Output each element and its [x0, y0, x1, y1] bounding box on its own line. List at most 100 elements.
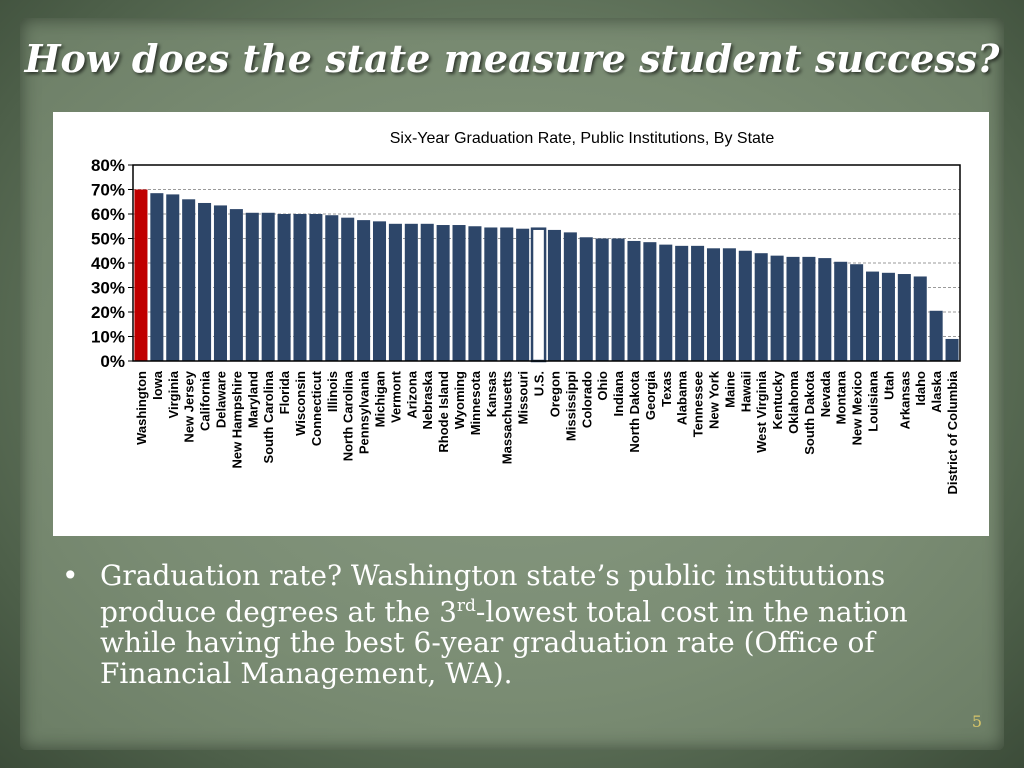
bullet-text-part1: Graduation rate? Washington state’s publ… [100, 559, 886, 629]
x-tick-label: Maryland [245, 371, 260, 428]
bar-new-jersey [182, 199, 196, 361]
page-number: 5 [971, 712, 982, 731]
x-tick-label: Arizona [404, 370, 419, 418]
x-tick-label: Connecticut [309, 370, 324, 446]
bar-ohio [595, 238, 609, 361]
x-tick-label: Indiana [611, 370, 626, 416]
x-tick-label: Utah [881, 371, 896, 400]
bullet-list: • Graduation rate? Washington state’s pu… [62, 560, 982, 689]
x-tick-label: District of Columbia [945, 370, 960, 494]
x-tick-label: U.S. [532, 371, 547, 396]
bullet-marker: • [62, 559, 79, 592]
bar-wisconsin [293, 214, 307, 361]
x-tick-label: Vermont [388, 370, 403, 423]
y-tick-label: 50% [91, 230, 125, 249]
bar-south-carolina [261, 212, 275, 361]
x-tick-label: Washington [134, 371, 149, 445]
bar-arkansas [897, 274, 911, 361]
y-tick-label: 60% [91, 205, 125, 224]
bar-north-dakota [627, 240, 641, 361]
x-tick-label: Wisconsin [293, 371, 308, 436]
chart-panel: Six-Year Graduation Rate, Public Institu… [53, 112, 989, 536]
x-tick-label: Minnesota [468, 370, 483, 435]
x-tick-label: Alaska [929, 370, 944, 413]
y-tick-label: 20% [91, 303, 125, 322]
x-tick-label: Colorado [579, 371, 594, 428]
bullet-text-part2: -lowest total cost in the nation while h… [100, 595, 908, 691]
bar-illinois [325, 215, 339, 361]
bar-louisiana [866, 271, 880, 361]
x-tick-label: North Carolina [341, 370, 356, 461]
chart-bars [134, 189, 959, 363]
x-tick-label: Pennsylvania [357, 370, 372, 454]
bar-california [198, 202, 212, 361]
x-tick-label: Oklahoma [786, 370, 801, 434]
bar-georgia [643, 242, 657, 361]
bar-maine [722, 248, 736, 361]
bar-idaho [913, 276, 927, 361]
bar-chart: Six-Year Graduation Rate, Public Institu… [91, 130, 961, 495]
bar-indiana [611, 238, 625, 361]
x-tick-label: Wyoming [452, 371, 467, 429]
bar-new-hampshire [229, 209, 243, 361]
x-tick-label: Ohio [595, 371, 610, 401]
x-tick-label: Massachusetts [500, 371, 515, 464]
bar-maryland [245, 212, 259, 361]
bar-wyoming [452, 225, 466, 361]
bullet-item: • Graduation rate? Washington state’s pu… [62, 560, 982, 689]
x-tick-label: Idaho [913, 371, 928, 406]
x-tick-label: Virginia [166, 370, 181, 418]
bar-pennsylvania [357, 220, 371, 361]
bar-tennessee [691, 245, 705, 361]
bar-new-york [706, 248, 721, 361]
x-tick-label: West Virginia [754, 370, 769, 453]
x-tick-label: Oregon [547, 371, 562, 417]
x-axis-labels: Washington Iowa Virginia New Jersey Californ… [134, 370, 960, 494]
x-tick-label: South Dakota [802, 370, 817, 455]
bar-iowa [150, 193, 164, 361]
x-tick-label: Alabama [675, 370, 690, 425]
bar-oregon [547, 229, 561, 361]
bar-utah [881, 272, 895, 361]
slide-title: How does the state measure student succe… [24, 36, 1000, 81]
chart-title: Six-Year Graduation Rate, Public Institu… [390, 130, 775, 147]
x-tick-label: Maine [722, 371, 737, 408]
x-tick-label: Georgia [643, 370, 658, 420]
bar-texas [659, 244, 673, 361]
bar-washington [134, 189, 148, 361]
x-tick-label: Arkansas [897, 371, 912, 430]
x-tick-label: South Carolina [261, 370, 276, 463]
x-tick-label: New York [706, 370, 721, 429]
y-tick-label: 10% [91, 328, 125, 347]
x-tick-label: Hawaii [738, 371, 753, 412]
bar-colorado [579, 237, 593, 361]
bar-north-carolina [341, 217, 355, 361]
x-tick-label: California [198, 370, 213, 431]
bar-alabama [675, 245, 689, 361]
bar-delaware [213, 205, 227, 361]
x-tick-label: Nebraska [420, 370, 435, 429]
bar-minnesota [468, 226, 482, 361]
bullet-superscript: rd [456, 596, 476, 616]
x-tick-label: New Hampshire [229, 371, 244, 469]
x-tick-label: Missouri [516, 371, 531, 424]
y-tick-label: 70% [91, 181, 125, 200]
bar-mississippi [563, 232, 577, 361]
bar-florida [277, 214, 291, 361]
x-tick-label: Kansas [484, 371, 499, 417]
bar-new-mexico [850, 264, 864, 361]
x-tick-label: Tennessee [691, 371, 706, 437]
y-tick-label: 30% [91, 279, 125, 298]
bar-nebraska [420, 223, 434, 361]
x-tick-label: Iowa [150, 370, 165, 400]
x-tick-label: Mississippi [563, 371, 578, 441]
y-axis: 80% 70% 60% 50% 40% 30% 20% 10% 0% [91, 156, 133, 371]
bar-missouri [516, 228, 530, 361]
bar-kentucky [770, 255, 784, 361]
x-tick-label: Florida [277, 370, 292, 414]
bar-alaska [929, 310, 943, 361]
bar-district-of-columbia [945, 338, 959, 361]
x-tick-label: Kentucky [770, 370, 785, 429]
x-tick-label: North Dakota [627, 370, 642, 452]
y-tick-label: 0% [100, 352, 125, 371]
